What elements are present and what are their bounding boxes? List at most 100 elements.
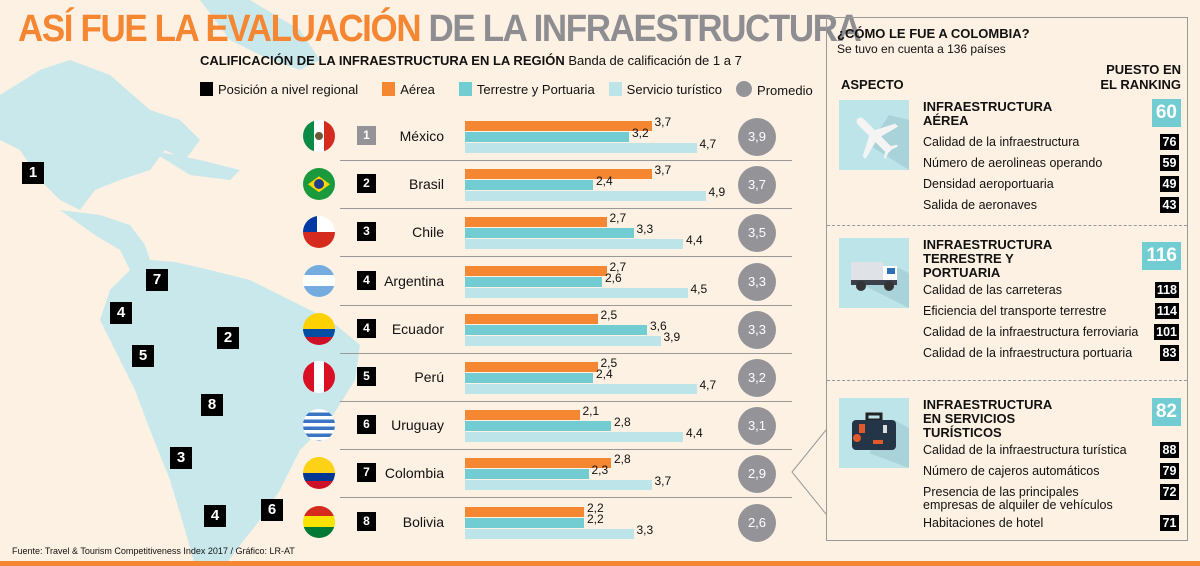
flag-icon [303,168,335,201]
item-label: Calidad de la infraestructura portuaria [923,346,1133,360]
item-rank: 101 [1154,324,1179,340]
item-rank: 71 [1160,515,1179,531]
item-rank: 43 [1160,197,1179,213]
rank-badge: 4 [357,318,376,338]
bar-label: 4,9 [708,185,726,200]
bar-label: 3,7 [654,163,672,178]
country-row: 6 Uruguay 2,1 2,8 4,4 3,1 [300,401,800,449]
bar-label: 3,3 [636,222,654,237]
bar-label: 3,7 [654,474,672,489]
average-circle: 3,1 [738,407,776,446]
country-name: Perú [414,369,444,385]
bar-label: 2,8 [614,452,631,467]
country-name: México [399,128,444,144]
flag-icon [303,361,335,393]
flag-icon [303,216,335,249]
bar-label: 2,7 [609,259,627,274]
bar-terrestre [465,276,602,287]
average-circle: 3,5 [738,214,776,253]
latin-america-map [0,0,360,566]
callout-pointer [791,429,827,515]
item-label: Número de cajeros automáticos [923,464,1100,478]
item-rank: 49 [1160,176,1179,192]
rank-badge: 2 [357,174,376,194]
item-rank: 114 [1154,303,1179,319]
bottom-rule [0,561,1200,566]
bar-terrestre [465,421,611,432]
item-label: Número de aerolineas operando [923,156,1103,170]
legend-rank: Posición a nivel regional [200,82,358,97]
bar-label: 4,4 [686,426,703,441]
bar-label: 2,4 [596,174,613,189]
average-circle: 3,3 [738,262,776,301]
chart-subtitle: CALIFICACIÓN DE LA INFRAESTRUCTURA EN LA… [200,53,742,68]
bar-aerea [465,506,584,517]
bar-turistico [465,528,634,539]
bar-terrestre [465,180,593,191]
bar-label: 2,6 [605,270,622,285]
map-rank-marker: 5 [132,345,154,367]
colombia-panel: ¿CÓMO LE FUE A COLOMBIA? Se tuvo en cuen… [826,17,1188,541]
country-name: Argentina [384,272,444,289]
bar-label: 4,7 [699,378,717,392]
item-label: Presencia de las principales empresas de … [923,485,1113,512]
country-name: Brasil [408,176,444,193]
country-row: 5 Perú 2,5 2,4 4,7 3,2 [300,353,800,401]
legend-terrestre: Terrestre y Portuaria [458,82,595,97]
item-label: Calidad de las carreteras [923,283,1062,297]
bar-aerea [465,217,607,228]
rank-badge: 8 [357,511,376,531]
bar-turistico [465,287,688,298]
country-row: 7 Colombia 2,8 2,3 3,7 2,9 [300,449,800,497]
average-circle: 2,6 [738,503,776,542]
bar-turistico [465,191,706,202]
rank-badge: 6 [357,415,376,435]
page-title: ASÍ FUE LA EVALUACIÓN DE LA INFRAESTRUCT… [18,8,862,50]
item-label: Habitaciones de hotel [923,516,1044,530]
section-title: INFRAESTRUCTURA EN SERVICIOS TURÍSTICOS [923,397,1053,440]
bar-aerea [465,265,607,276]
section-divider [827,380,1187,381]
row-divider [340,497,792,499]
bar-terrestre [465,373,593,383]
item-label: Calidad de la infraestructura ferroviari… [923,325,1139,339]
country-name: Uruguay [391,417,444,434]
bar-label: 2,3 [591,463,609,478]
rank-badge: 4 [357,270,376,290]
bar-label: 4,7 [699,137,717,151]
map-rank-marker: 6 [261,499,283,521]
bar-label: 2,4 [596,367,613,381]
average-circle: 2,9 [738,455,776,494]
flag-icon [303,264,335,297]
col-aspect: ASPECTO [841,77,904,92]
suitcase-icon [839,398,909,468]
country-row: 8 Bolivia 2,2 2,2 3,3 2,6 [300,498,800,546]
country-name: Bolivia [402,513,444,530]
col-rank: PUESTO EN EL RANKING [1100,62,1181,92]
panel-subheading: Se tuvo en cuenta a 136 países [837,42,1006,56]
item-rank: 79 [1160,463,1179,479]
row-divider [340,256,792,258]
item-label: Calidad de la infraestructura turística [923,443,1127,457]
bar-aerea [465,458,611,469]
rank-badge: 7 [357,463,376,483]
country-name: Chile [412,224,444,241]
average-circle: 3,9 [738,118,776,156]
bar-terrestre [465,469,589,480]
source-footer: Fuente: Travel & Tourism Competitiveness… [12,546,295,556]
item-rank: 59 [1160,155,1179,171]
legend: Posición a nivel regional Aérea Terrestr… [200,81,813,98]
country-row: 1 México 3,7 3,2 4,7 3,9 [300,112,800,160]
bar-label: 3,3 [636,522,654,537]
country-name: Ecuador [391,320,444,337]
map-rank-marker: 7 [146,269,168,291]
item-label: Eficiencia del transporte terrestre [923,304,1107,318]
average-circle: 3,2 [738,359,776,397]
row-divider [340,304,792,306]
map-rank-marker: 4 [110,302,132,324]
airplane-icon [839,100,909,170]
flag-icon [303,457,335,490]
bar-turistico [465,335,661,346]
item-rank: 118 [1154,282,1179,298]
panel-heading: ¿CÓMO LE FUE A COLOMBIA? [837,26,1030,41]
